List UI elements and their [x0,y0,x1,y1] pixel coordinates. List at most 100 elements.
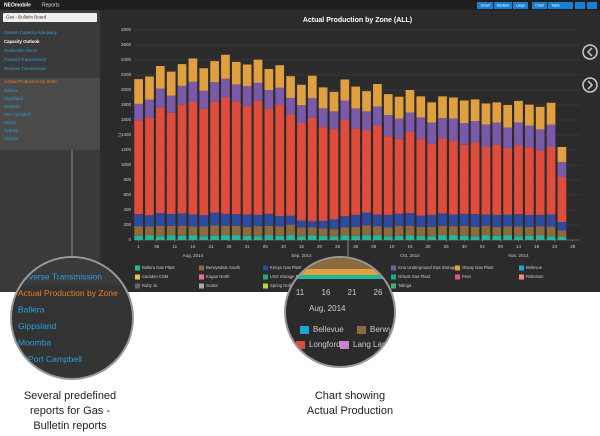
legend-label[interactable]: Orbost Gas Plant [398,274,431,279]
zoom-item: Reverse Transmission [18,271,102,281]
bar-segment [535,214,545,227]
prev-button[interactable] [582,44,598,60]
legend-label[interactable]: Peat [462,274,471,279]
bar-segment [231,61,241,85]
legend-swatch[interactable] [199,265,204,271]
bar-segment [373,84,382,107]
bar-segment [134,226,143,236]
menu[interactable]: Reports [42,2,60,8]
legend-label[interactable]: Ruby Jo [142,283,158,288]
bar-segment [373,214,382,227]
legend-label[interactable]: Spring Gully [270,283,294,288]
zoom-tick: 21 [348,288,357,297]
bar-segment [253,100,263,215]
legend-swatch[interactable] [519,274,524,280]
legend-label[interactable]: Otway Gas Plant [462,265,494,270]
bar-segment [449,97,458,119]
bar-segment [351,226,361,236]
bar-segment [188,214,198,227]
legend-label[interactable]: Rolleston [526,274,544,279]
legend-swatch[interactable] [263,265,268,271]
legend-label[interactable]: Kenya Gas Plant [270,265,302,270]
bar-segment [405,132,415,213]
y-tick-label: 1200 [121,147,132,152]
legend-label[interactable]: LNG Storage Dandenong [270,274,318,279]
legend-swatch[interactable] [263,283,268,289]
tool-button[interactable] [575,2,585,9]
month-label: Oct, 2014 [400,253,420,258]
x-tick-label: 11 [172,244,177,249]
zoom-swatch [357,326,366,334]
sidebar-zone[interactable]: Gippsland [4,96,24,101]
sidebar-zone[interactable]: Port Campbell [4,112,31,117]
legend-swatch[interactable] [391,265,396,271]
x-tick-label: 26 [227,244,233,249]
size-button[interactable] [494,2,512,9]
sidebar-zone[interactable]: Moomba [4,104,21,109]
bar-segment [155,213,165,226]
legend-label[interactable]: Iona Underground Gas Storage [398,265,457,270]
legend-swatch[interactable] [519,265,524,271]
bar-segment [416,215,426,227]
x-tick-label: 21 [208,244,214,249]
y-tick-label: 800 [123,177,131,182]
sidebar-item[interactable]: Forward Transmission [4,57,47,62]
dropdown[interactable] [3,13,97,22]
legend-swatch[interactable] [263,274,268,280]
legend-swatch[interactable] [199,274,204,280]
sidebar-item[interactable]: Capacity Outlook [4,39,40,44]
bar-segment [340,216,350,228]
bar-segment [373,126,382,215]
legend-swatch[interactable] [455,274,460,280]
legend-label[interactable]: Kogan North [206,274,230,279]
legend-label[interactable]: Talinga [398,283,412,288]
bar-segment [188,226,198,236]
zoom-right [284,256,396,368]
bar-segment [470,121,480,143]
bar-segment [470,226,480,237]
y-tick-label: 2600 [121,42,132,47]
size-button[interactable] [532,2,547,9]
legend-label[interactable]: Camden CSM [142,274,169,279]
bar-segment [383,227,393,237]
bar-segment [383,115,393,137]
bar-segment [546,236,556,240]
button-label: Large [516,4,525,8]
sidebar-zone[interactable]: Sydney [4,128,19,133]
sidebar-item[interactable]: Production Nerve [4,48,38,53]
legend-label[interactable]: Berwyndale South [206,265,241,270]
legend-swatch[interactable] [455,265,460,271]
x-tick-label: 25 [335,244,341,249]
size-button[interactable] [548,2,563,9]
legend-swatch[interactable] [135,274,140,280]
bar-segment [394,225,404,236]
tool-button[interactable] [563,2,573,9]
bar-segment [470,99,480,122]
legend-swatch[interactable] [199,283,204,289]
legend-label[interactable]: Bellevue [526,265,543,270]
sidebar-section[interactable]: Actual Production by Zone [4,79,57,84]
bar-segment [546,124,556,147]
legend-swatch[interactable] [391,283,396,289]
bar-segment [492,102,502,123]
bar-segment [199,215,209,227]
legend-label[interactable]: Ballera Gas Plant [142,265,175,270]
zoom-item: Moomba [18,337,51,347]
legend-swatch[interactable] [135,265,140,271]
tool-button[interactable] [587,2,597,9]
month-label: Sep, 2014 [291,253,312,258]
legend-swatch[interactable] [135,283,140,289]
zoom-legend-label: Lang Lang [353,340,391,349]
size-button[interactable] [477,2,493,9]
legend-swatch[interactable] [391,274,396,280]
legend-label[interactable]: Scotia [206,283,218,288]
sidebar-item[interactable]: Reverse Transmission [4,66,47,71]
size-button[interactable] [513,2,528,9]
bar-segment [514,214,523,227]
next-button[interactable] [582,77,598,93]
sidebar-zone[interactable]: Victoria [4,136,19,141]
sidebar-zone[interactable]: Ballera [4,88,18,93]
bar-segment [340,79,350,101]
sidebar-zone[interactable]: Otway [4,120,17,125]
sidebar-item[interactable]: Eastern Capacity Adequacy [4,30,58,35]
